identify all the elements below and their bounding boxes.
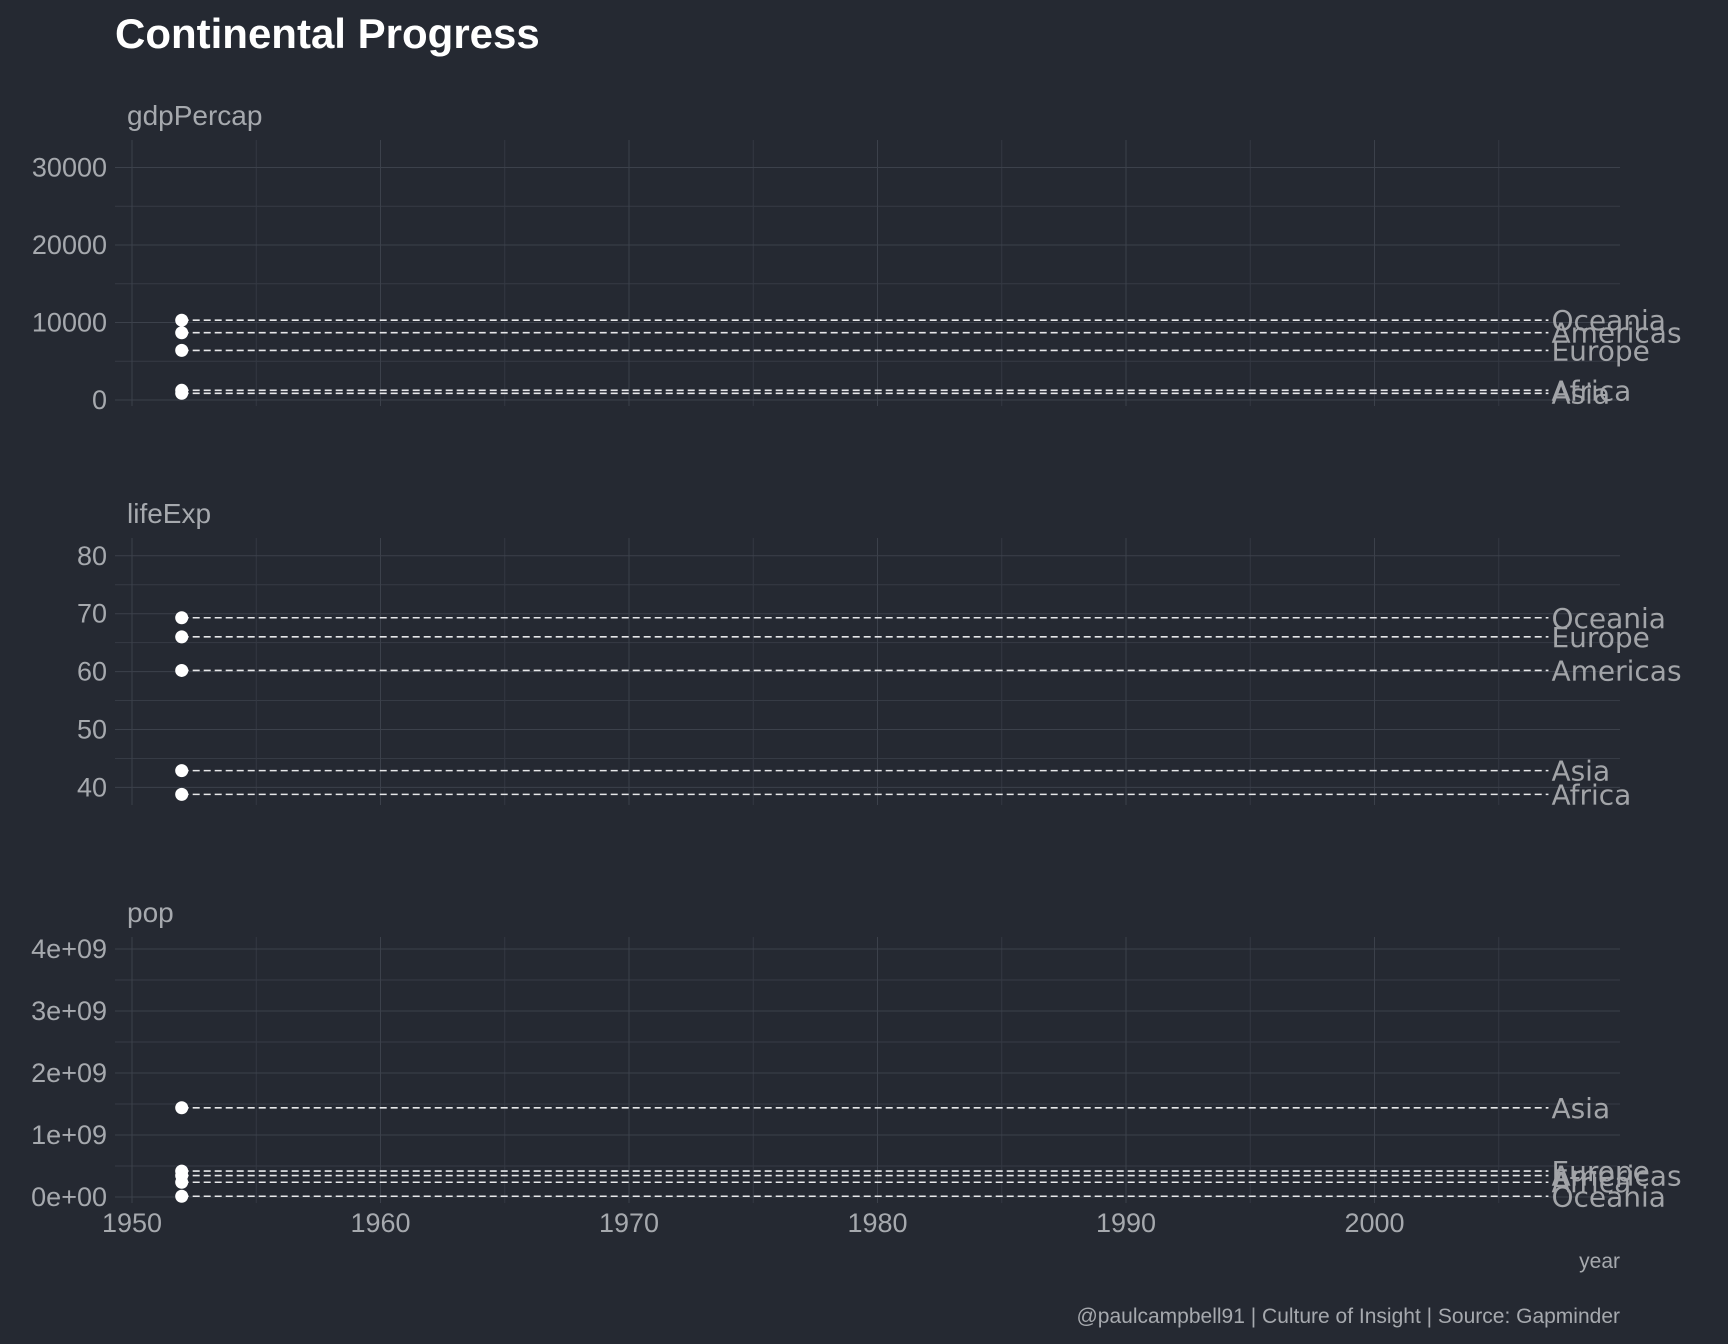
- y-tick-label: 0e+00: [31, 1182, 107, 1212]
- x-axis-label: year: [1579, 1250, 1620, 1273]
- facet-pop: 0e+00 1e+09 2e+09 3e+09 4e+09 pop Asia EuropeAm…: [31, 897, 1681, 1213]
- y-tick-label: 0: [92, 385, 107, 415]
- facet-title: lifeExp: [127, 498, 211, 529]
- facet-panels: 0100002000030000gdpPercapOceaniaAmericas…: [31, 100, 1681, 1238]
- y-tick-label: 80: [77, 541, 107, 571]
- end-label-asia: Asia: [1551, 755, 1610, 788]
- y-tick-label: 40: [77, 772, 107, 802]
- end-label-oceania: Oceania: [1551, 602, 1666, 635]
- y-tick-label: 20000: [32, 230, 107, 260]
- chart-caption: @paulcampbell91 | Culture of Insight | S…: [1076, 1305, 1620, 1328]
- data-point-europe: [175, 343, 189, 357]
- end-label-europe: Europe: [1551, 334, 1649, 367]
- facet-title: pop: [127, 897, 174, 928]
- x-tick-label: 1990: [1096, 1208, 1156, 1238]
- x-tick-label: 2000: [1344, 1208, 1404, 1238]
- end-label-asia: Asia: [1551, 1092, 1610, 1125]
- y-tick-label: 3e+09: [31, 996, 107, 1026]
- data-point-asia: [175, 386, 189, 400]
- data-point-oceania: [175, 611, 189, 625]
- chart-title: Continental Progress: [115, 10, 540, 57]
- data-point-americas: [175, 663, 189, 677]
- data-point-oceania: [175, 313, 189, 327]
- data-point-americas: [175, 326, 189, 340]
- y-tick-label: 70: [77, 599, 107, 629]
- x-tick-label: 1980: [847, 1208, 907, 1238]
- end-label-europe: Europe: [1551, 1155, 1649, 1188]
- data-point-asia: [175, 764, 189, 778]
- end-label-africa: Africa: [1551, 374, 1631, 407]
- data-point-africa: [175, 1175, 189, 1189]
- end-label-europe: Europe: [1551, 621, 1649, 654]
- y-tick-label: 1e+09: [31, 1120, 107, 1150]
- data-point-europe: [175, 630, 189, 644]
- facet-gdpPercap: 0 10000 20000 30000 gdpPercap OceaniaAmericas…: [32, 100, 1682, 415]
- y-tick-label: 50: [77, 715, 107, 745]
- end-label-africa: Africa: [1551, 778, 1631, 811]
- end-label-americas: Americas: [1551, 317, 1681, 350]
- x-tick-label: 1950: [102, 1208, 162, 1238]
- x-axis: 1950 1960 1970 1980 1990 2000: [102, 1208, 1405, 1238]
- x-tick-label: 1960: [350, 1208, 410, 1238]
- y-tick-label: 60: [77, 657, 107, 687]
- data-point-africa: [175, 787, 189, 801]
- y-tick-label: 2e+09: [31, 1058, 107, 1088]
- end-label-africa: Africa: [1551, 1166, 1631, 1199]
- end-label-oceania: Oceania: [1551, 304, 1666, 337]
- data-point-oceania: [175, 1189, 189, 1203]
- data-point-asia: [175, 1101, 189, 1115]
- end-label-asia: Asia: [1551, 377, 1610, 410]
- end-label-americas: Americas: [1551, 654, 1681, 687]
- x-tick-label: 1970: [599, 1208, 659, 1238]
- end-label-americas: Americas: [1551, 1160, 1681, 1193]
- end-label-oceania: Oceania: [1551, 1180, 1666, 1213]
- y-tick-label: 10000: [32, 308, 107, 338]
- facet-title: gdpPercap: [127, 100, 262, 131]
- y-tick-label: 4e+09: [31, 934, 107, 964]
- y-tick-label: 30000: [32, 153, 107, 183]
